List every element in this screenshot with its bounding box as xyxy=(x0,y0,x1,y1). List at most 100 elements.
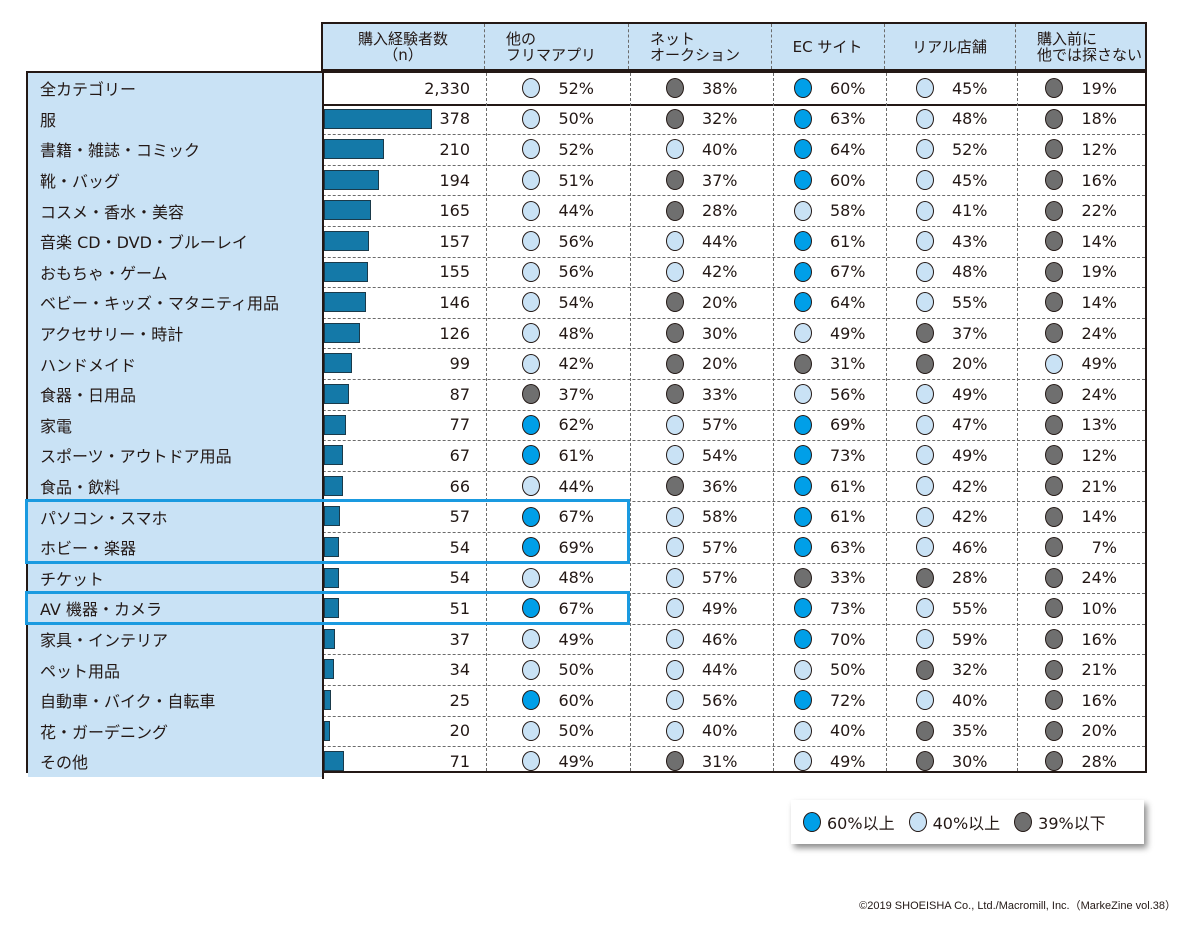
percent-value: 32% xyxy=(951,660,988,680)
percent-cell: 61% xyxy=(773,471,886,502)
category-label: 靴・バッグ xyxy=(28,164,322,196)
table-row: スポーツ・アウトドア用品 67 61% 54% 73% 49% 12% xyxy=(28,438,1145,473)
category-label: ハンドメイド xyxy=(28,348,322,379)
percent-value: 38% xyxy=(701,78,738,98)
level-dot-icon xyxy=(665,170,684,191)
percent-cell: 67% xyxy=(486,501,630,532)
percent-value: 55% xyxy=(951,598,988,618)
percent-cell: 63% xyxy=(773,532,886,563)
respondent-count-cell: 54 xyxy=(324,563,486,594)
percent-value: 44% xyxy=(558,201,594,221)
percent-cell: 62% xyxy=(486,410,630,441)
percent-value: 57% xyxy=(701,415,738,435)
count-value: 37 xyxy=(449,629,470,649)
level-dot-icon xyxy=(665,323,684,344)
level-dot-icon xyxy=(793,629,812,650)
percent-cell: 56% xyxy=(630,685,773,716)
percent-cell: 16% xyxy=(1017,624,1145,655)
percent-value: 56% xyxy=(701,690,738,710)
category-label: 花・ガーデニング xyxy=(28,715,322,747)
percent-value: 47% xyxy=(951,415,988,435)
level-dot-icon xyxy=(665,720,684,741)
respondent-count-cell: 87 xyxy=(324,379,486,410)
legend: 60%以上 40%以上 39%以下 xyxy=(791,800,1144,844)
level-dot-icon xyxy=(665,200,684,221)
level-dot-icon xyxy=(665,292,684,313)
percent-value: 49% xyxy=(829,751,866,771)
count-value: 20 xyxy=(449,721,470,741)
level-dot-icon xyxy=(1045,384,1063,405)
level-dot-icon xyxy=(522,384,540,405)
table-row: 服 378 50% 32% 63% 48% 18% xyxy=(28,101,1145,137)
label-divider xyxy=(322,193,324,228)
percent-cell: 54% xyxy=(630,440,773,471)
level-dot-icon xyxy=(665,659,684,680)
level-dot-icon xyxy=(1045,567,1063,588)
percent-value: 60% xyxy=(558,690,594,710)
level-dot-icon xyxy=(793,476,812,497)
percent-cell: 57% xyxy=(630,532,773,563)
percent-value: 41% xyxy=(951,201,988,221)
category-label: 食器・日用品 xyxy=(28,379,322,410)
percent-value: 45% xyxy=(951,170,988,190)
count-bar xyxy=(324,690,332,710)
percent-value: 54% xyxy=(558,292,594,312)
respondent-count-cell: 378 xyxy=(324,104,486,135)
level-dot-icon xyxy=(1045,292,1063,313)
level-dot-icon xyxy=(665,445,684,466)
percent-cell: 49% xyxy=(486,746,630,777)
percent-value: 72% xyxy=(829,690,866,710)
count-bar xyxy=(324,598,339,619)
level-dot-icon xyxy=(793,323,812,344)
respondent-count-cell: 2,330 xyxy=(324,73,486,104)
level-dot-icon xyxy=(793,78,812,99)
respondent-count-cell: 37 xyxy=(324,624,486,655)
percent-value: 20% xyxy=(951,354,988,374)
level-dot-icon xyxy=(793,108,812,129)
percent-cell: 60% xyxy=(773,73,886,104)
table-row: チケット 54 48% 57% 33% 28% 24% xyxy=(28,560,1145,596)
count-value: 34 xyxy=(449,660,470,680)
label-divider xyxy=(322,530,324,565)
percent-cell: 19% xyxy=(1017,73,1145,104)
category-label: 食品・飲料 xyxy=(28,470,322,502)
column-divider xyxy=(884,24,885,69)
percent-value: 48% xyxy=(951,262,988,282)
count-value: 157 xyxy=(439,231,470,251)
level-dot-icon xyxy=(793,598,812,619)
level-dot-icon xyxy=(522,720,540,741)
percent-cell: 30% xyxy=(886,746,1017,777)
percent-cell: 64% xyxy=(773,134,886,165)
percent-value: 60% xyxy=(829,78,866,98)
percent-value: 40% xyxy=(701,139,738,159)
level-dot-icon xyxy=(522,506,540,527)
percent-value: 14% xyxy=(1081,507,1117,527)
level-dot-icon xyxy=(665,384,684,405)
count-bar xyxy=(324,506,341,527)
percent-value: 52% xyxy=(558,78,594,98)
percent-value: 67% xyxy=(558,598,594,618)
level-dot-icon xyxy=(915,108,934,129)
level-dot-icon xyxy=(793,353,812,374)
percent-cell: 40% xyxy=(630,716,773,747)
percent-value: 64% xyxy=(829,292,866,312)
label-divider xyxy=(322,346,324,381)
percent-cell: 42% xyxy=(886,501,1017,532)
percent-cell: 44% xyxy=(630,654,773,685)
label-divider xyxy=(322,285,324,320)
level-dot-icon xyxy=(522,78,540,99)
percent-cell: 48% xyxy=(486,563,630,594)
percent-cell: 30% xyxy=(630,318,773,349)
count-value: 57 xyxy=(449,507,470,527)
column-header: 購入前に 他では探さない xyxy=(1015,24,1143,69)
column-header: EC サイト xyxy=(771,24,884,69)
count-bar xyxy=(324,659,334,680)
level-dot-icon xyxy=(1045,353,1063,374)
percent-cell: 56% xyxy=(486,226,630,257)
respondent-count-cell: 155 xyxy=(324,257,486,288)
percent-value: 50% xyxy=(558,721,594,741)
percent-value: 28% xyxy=(1081,751,1117,771)
percent-value: 37% xyxy=(558,384,594,404)
column-header: 他の フリマアプリ xyxy=(484,24,628,69)
table-row: 靴・バッグ 194 51% 37% 60% 45% 16% xyxy=(28,162,1145,198)
